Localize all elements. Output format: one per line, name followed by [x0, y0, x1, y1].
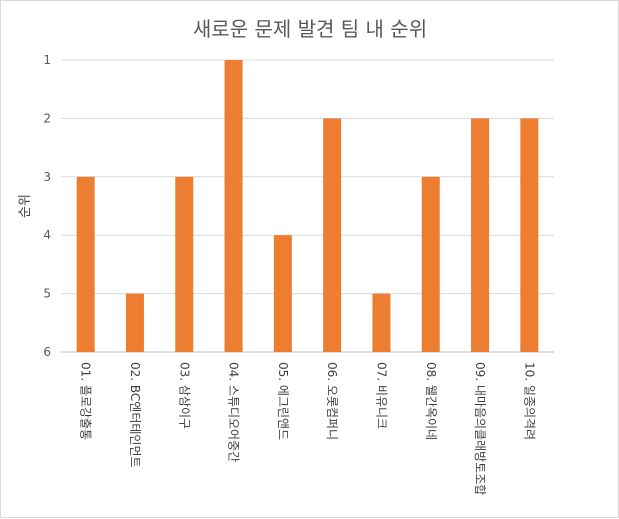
y-tick-label: 3	[43, 170, 51, 184]
category-label: 08. 웰간옥이네	[424, 362, 438, 440]
y-tick-label: 2	[43, 111, 51, 125]
bar	[421, 176, 440, 352]
category-label: 04. 스튜디오어중간	[227, 362, 241, 462]
category-labels: 01. 플로강출통 02. BC엔터테인먼트 03. 삼삼이구 04. 스튜디오어중간…	[79, 362, 537, 495]
category-label: 06. 오롯컴퍼니	[325, 362, 339, 440]
bars	[76, 60, 539, 353]
bar	[273, 235, 292, 352]
category-label: 02. BC엔터테인먼트	[128, 362, 142, 468]
y-tick-label: 5	[43, 287, 51, 301]
bar	[372, 293, 391, 352]
bar	[76, 176, 95, 352]
category-label: 07. 비유니크	[374, 362, 388, 429]
bar	[175, 176, 194, 352]
category-label: 03. 삼삼이구	[177, 362, 191, 429]
y-tick-label: 6	[43, 345, 51, 359]
y-tick-label: 4	[43, 228, 51, 242]
y-axis-label: 순위	[18, 194, 33, 218]
category-label: 10. 일종의격려	[522, 362, 536, 440]
bar	[323, 118, 342, 353]
bar	[125, 293, 144, 352]
y-tick-labels: 1 2 3 4 5 6	[43, 53, 51, 359]
bar	[471, 118, 490, 353]
category-label: 01. 플로강출통	[79, 362, 93, 440]
bar	[520, 118, 539, 353]
y-tick-label: 1	[43, 53, 51, 67]
category-label: 05. 에그린앤드	[276, 362, 290, 440]
chart-title: 새로운 문제 발견 팀 내 순위	[193, 17, 427, 41]
category-label: 09. 내마음의클래방토조합	[473, 362, 487, 495]
bar	[224, 60, 243, 352]
